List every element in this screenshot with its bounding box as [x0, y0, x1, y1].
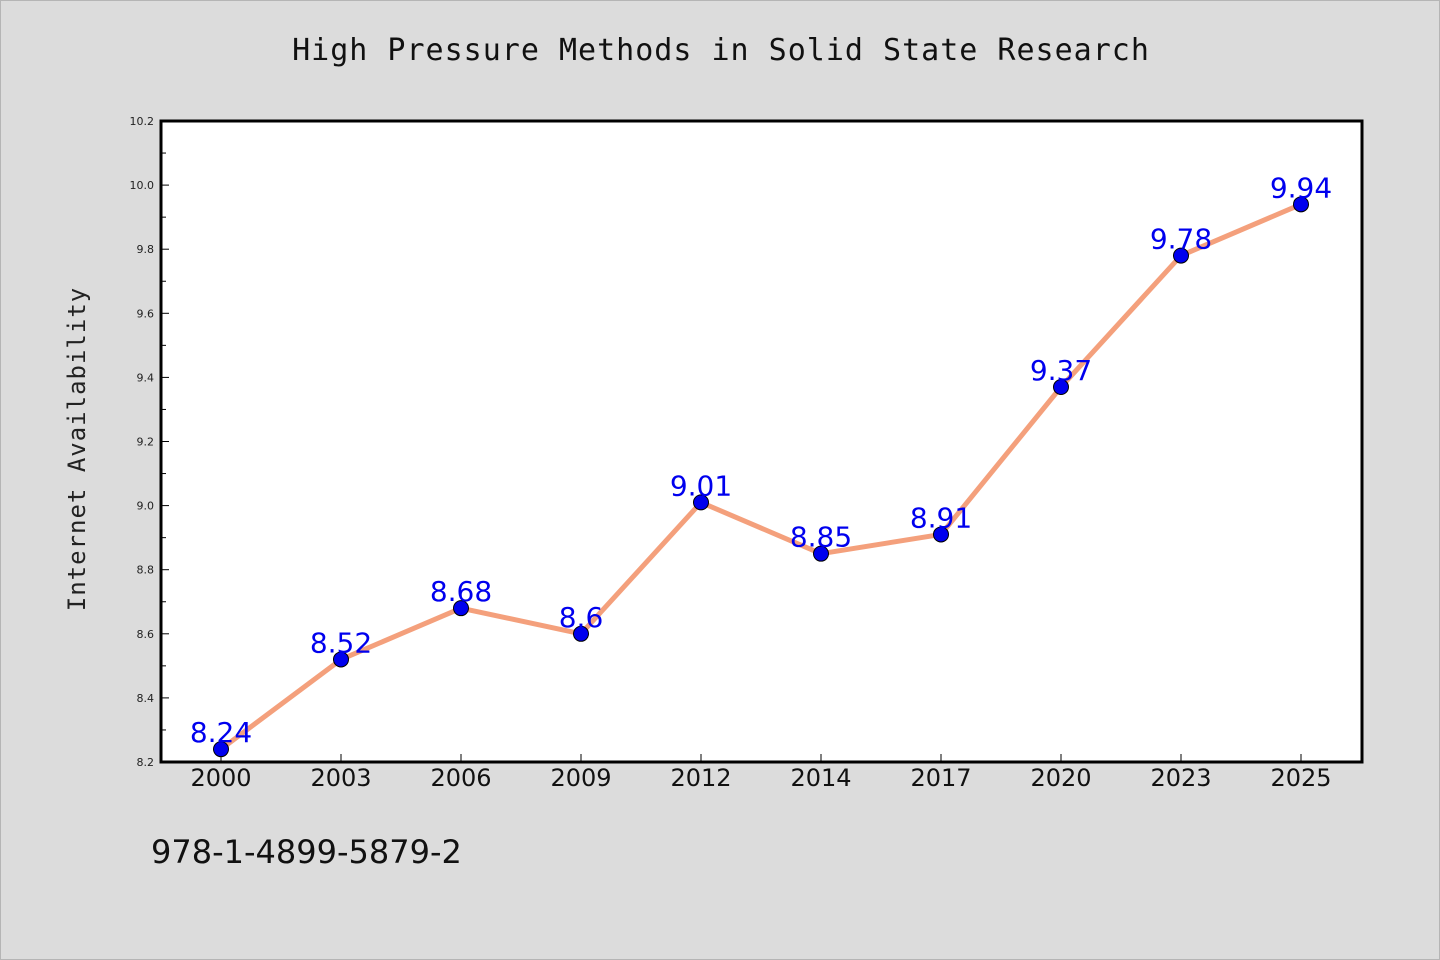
- x-tick-label: 2020: [1030, 764, 1091, 792]
- data-point: [693, 494, 709, 511]
- data-label: 8.24: [190, 716, 252, 749]
- y-tick-label: 9.4: [137, 371, 155, 384]
- x-tick-label: 2023: [1150, 764, 1211, 792]
- data-labels: 8.24 8.52 8.68 8.6 9.01 8.85 8.91 9.37 9.78 9.94: [190, 171, 1332, 749]
- data-label: 9.01: [670, 469, 732, 502]
- series-line: [218, 201, 1304, 752]
- x-axis: 2000 2003 2006 2009 2012 2014 2017 2020 2023 2025: [190, 754, 1332, 792]
- y-tick-label: 8.2: [137, 756, 155, 769]
- x-tick-label: 2009: [550, 764, 611, 792]
- y-tick-label: 9.2: [137, 436, 155, 449]
- x-tick-label: 2017: [910, 764, 971, 792]
- x-tick-label: 2025: [1270, 764, 1331, 792]
- data-point: [933, 526, 949, 543]
- data-label: 8.6: [559, 601, 604, 634]
- series-group: [213, 196, 1309, 758]
- y-axis: 8.2 8.4 8.6 8.8 9.0 9.2 9.4 9.6 9.8 10.0 10.2: [130, 115, 169, 769]
- data-point: [813, 545, 829, 562]
- plot-frame: [159, 119, 1364, 764]
- data-label: 8.85: [790, 521, 852, 554]
- y-tick-label: 8.8: [137, 564, 155, 577]
- data-point: [1173, 247, 1189, 264]
- x-tick-label: 2012: [670, 764, 731, 792]
- isbn-footnote: 978-1-4899-5879-2: [151, 833, 462, 871]
- x-tick-label: 2003: [310, 764, 371, 792]
- y-tick-label: 10.0: [130, 179, 155, 192]
- data-point: [1293, 196, 1309, 213]
- y-tick-label: 9.6: [137, 307, 155, 320]
- data-label: 8.68: [430, 575, 492, 608]
- y-tick-label: 8.6: [137, 628, 155, 641]
- y-tick-label: 10.2: [130, 115, 155, 128]
- plot-area: [161, 121, 1362, 762]
- chart-title: High Pressure Methods in Solid State Res…: [292, 33, 1150, 68]
- x-tick-label: 2000: [190, 764, 251, 792]
- y-tick-label: 9.8: [137, 243, 155, 256]
- data-point: [1053, 379, 1069, 396]
- x-tick-label: 2014: [790, 764, 851, 792]
- data-label: 9.37: [1030, 354, 1092, 387]
- y-tick-label: 8.4: [137, 692, 155, 705]
- data-label: 9.94: [1270, 171, 1332, 204]
- data-point: [573, 625, 589, 642]
- data-point: [213, 741, 229, 758]
- data-point: [333, 651, 349, 668]
- data-label: 8.52: [310, 626, 372, 659]
- y-tick-label: 9.0: [137, 500, 155, 513]
- x-tick-label: 2006: [430, 764, 491, 792]
- data-point: [453, 600, 469, 617]
- data-label: 8.91: [910, 501, 972, 534]
- data-label: 9.78: [1150, 223, 1212, 256]
